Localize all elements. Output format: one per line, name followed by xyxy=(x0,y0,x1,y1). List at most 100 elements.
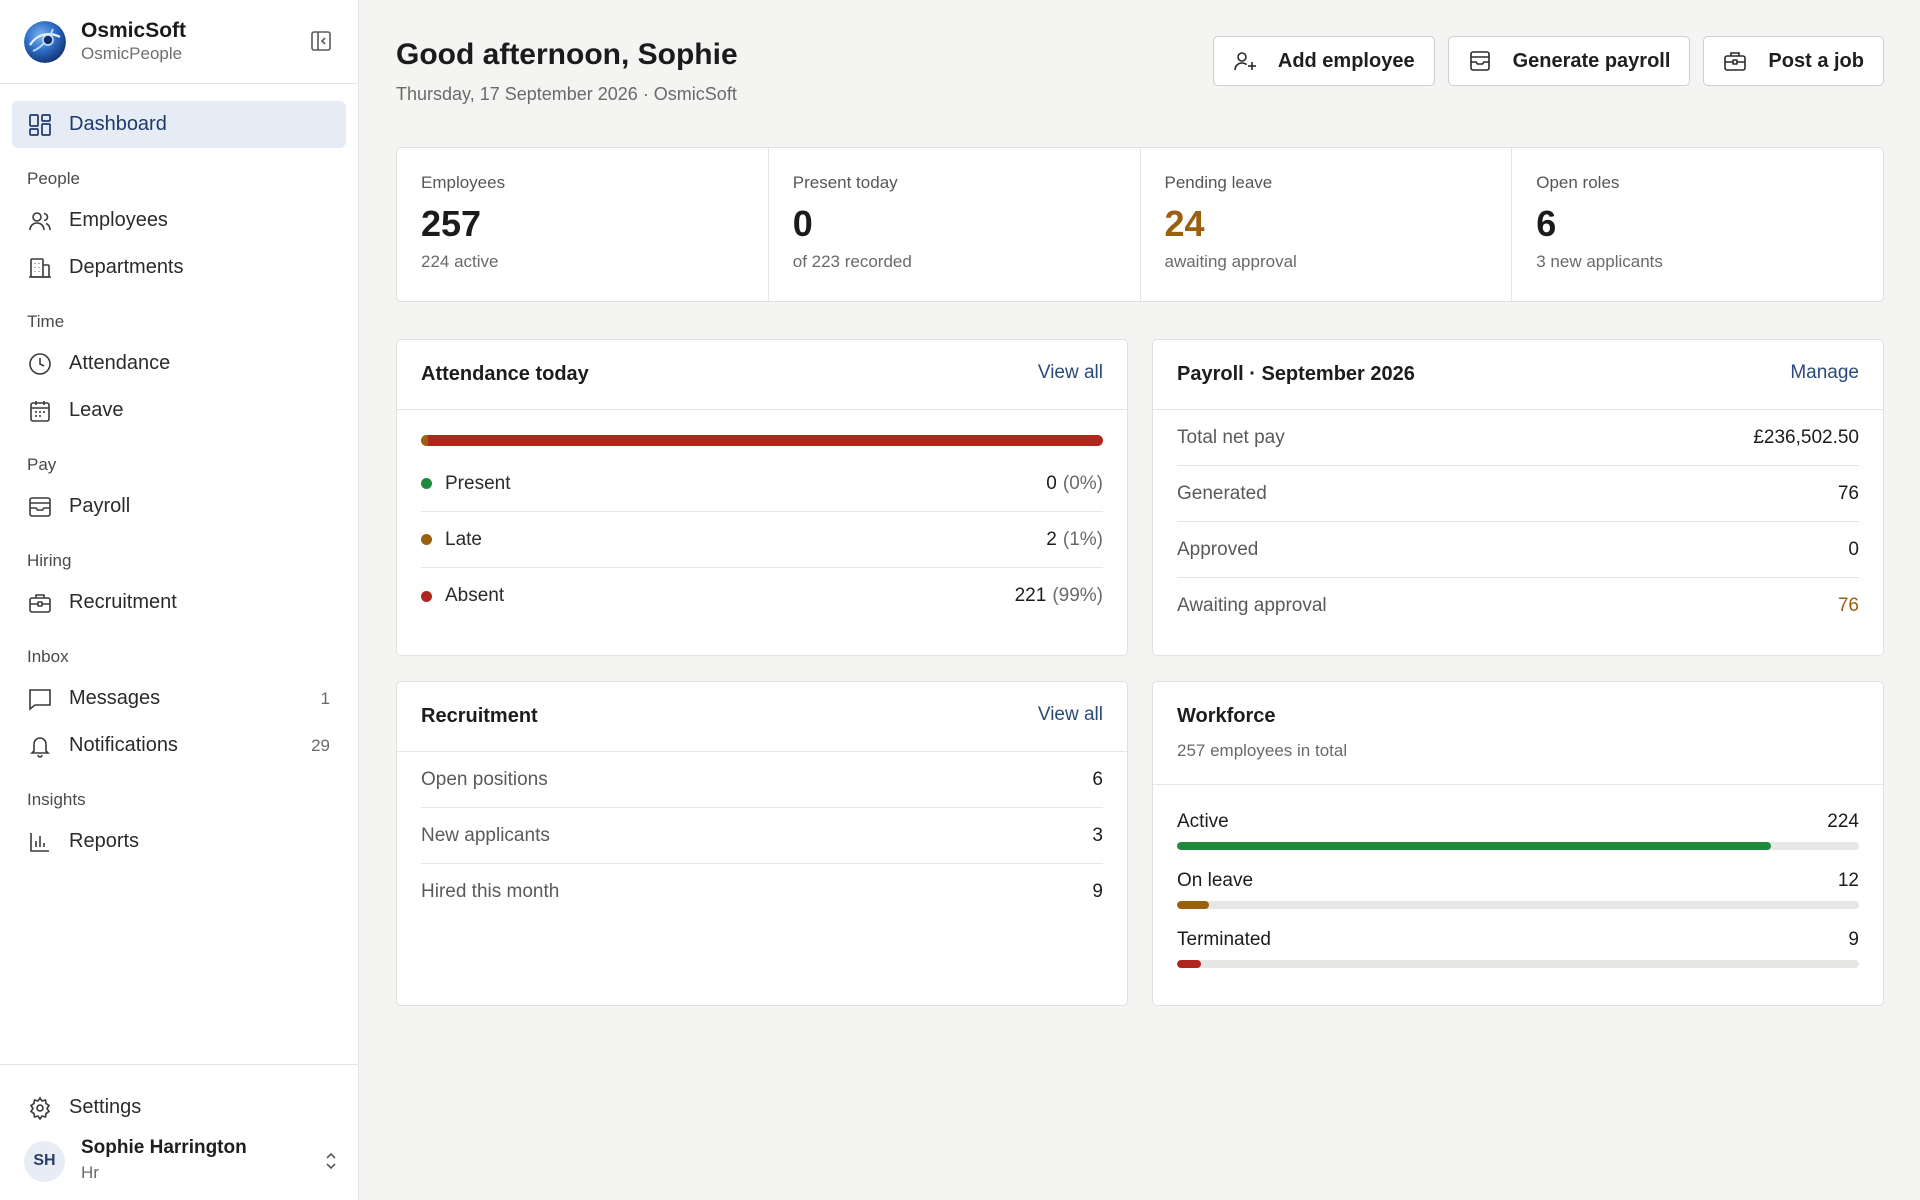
attendance-view-all-link[interactable]: View all xyxy=(1037,362,1103,383)
sidebar: OsmicSoft OsmicPeople Dashboard People xyxy=(0,0,359,1200)
row-label: Generated xyxy=(1177,482,1267,504)
workforce-item-terminated: Terminated 9 xyxy=(1177,929,1859,968)
nav-section-insights: Insights xyxy=(27,790,86,809)
payroll-row: Approved 0 xyxy=(1177,522,1859,578)
sidebar-collapse-button[interactable] xyxy=(308,28,334,54)
workforce-progress-active xyxy=(1177,842,1772,850)
post-job-label: Post a job xyxy=(1768,49,1864,72)
briefcase-icon xyxy=(27,590,53,616)
stat-employees: Employees 257 224 active xyxy=(397,148,769,301)
payroll-row: Total net pay £236,502.50 xyxy=(1177,410,1859,466)
briefcase-icon xyxy=(1722,48,1748,74)
sidebar-nav: Dashboard People Employees xyxy=(0,84,358,865)
row-value: 3 xyxy=(1092,824,1103,846)
sidebar-item-reports[interactable]: Reports xyxy=(12,818,346,865)
building-icon xyxy=(27,255,53,281)
sidebar-item-label: Dashboard xyxy=(69,113,167,135)
row-value: 76 xyxy=(1837,595,1859,616)
stat-sub: awaiting approval xyxy=(1164,252,1297,271)
stat-sub: of 223 recorded xyxy=(792,252,912,271)
gear-icon xyxy=(27,1095,53,1121)
sidebar-item-label: Departments xyxy=(69,256,184,278)
sidebar-item-employees[interactable]: Employees xyxy=(12,197,346,244)
sidebar-item-notifications[interactable]: Notifications 29 xyxy=(12,722,346,769)
user-name: Sophie Harrington xyxy=(81,1137,247,1158)
sidebar-item-settings[interactable]: Settings xyxy=(12,1084,347,1131)
workforce-progress-track xyxy=(1177,901,1859,909)
wallet-icon xyxy=(27,494,53,520)
stat-present-today: Present today 0 of 223 recorded xyxy=(769,148,1141,301)
user-plus-icon xyxy=(1232,48,1258,74)
attendance-card: Attendance today View all Present 0 (0%) xyxy=(396,339,1128,656)
stat-sub: 224 active xyxy=(421,252,499,271)
company-name: OsmicSoft xyxy=(81,19,187,42)
header-actions: Add employee Generate payroll Post a job xyxy=(1212,36,1884,86)
stat-value: 0 xyxy=(792,203,813,244)
messages-count: 1 xyxy=(320,688,330,708)
recruitment-view-all-link[interactable]: View all xyxy=(1037,704,1103,725)
row-value: 9 xyxy=(1092,881,1103,902)
present-dot-icon xyxy=(421,478,432,489)
user-role: Hr xyxy=(81,1163,99,1182)
sidebar-item-attendance[interactable]: Attendance xyxy=(12,340,346,387)
nav-section-time: Time xyxy=(27,312,65,331)
absent-dot-icon xyxy=(421,590,432,602)
stat-label: Pending leave xyxy=(1164,173,1273,192)
attendance-bar xyxy=(421,435,1103,446)
row-value: 6 xyxy=(1092,768,1103,790)
sidebar-item-label: Settings xyxy=(69,1096,142,1118)
post-job-button[interactable]: Post a job xyxy=(1703,36,1884,86)
legend-label: Present xyxy=(445,472,511,494)
payroll-row: Generated 76 xyxy=(1177,466,1859,522)
workforce-card: Workforce 257 employees in total Active … xyxy=(1152,681,1884,1006)
main-content: Good afternoon, Sophie Thursday, 17 Sept… xyxy=(396,0,1884,1200)
sidebar-item-dashboard[interactable]: Dashboard xyxy=(12,101,346,148)
legend-value: 221 xyxy=(1014,585,1047,606)
stat-open-roles: Open roles 6 3 new applicants xyxy=(1512,148,1883,301)
sidebar-item-leave[interactable]: Leave xyxy=(12,387,346,434)
generate-payroll-button[interactable]: Generate payroll xyxy=(1447,36,1691,86)
stat-sub: 3 new applicants xyxy=(1536,252,1663,271)
sidebar-item-label: Leave xyxy=(69,399,124,421)
row-label: New applicants xyxy=(421,824,550,846)
workforce-label: Terminated xyxy=(1177,929,1271,950)
payroll-manage-link[interactable]: Manage xyxy=(1790,362,1859,383)
sidebar-footer: Settings SH Sophie Harrington Hr xyxy=(0,1064,359,1200)
notifications-count: 29 xyxy=(311,735,330,755)
workforce-value: 9 xyxy=(1848,929,1859,950)
sidebar-collapse-icon xyxy=(311,31,331,51)
stat-value: 257 xyxy=(421,203,482,244)
payroll-row: Awaiting approval 76 xyxy=(1177,578,1859,634)
sidebar-item-label: Payroll xyxy=(69,495,131,517)
attendance-bar-absent xyxy=(427,435,1103,446)
legend-label: Absent xyxy=(445,585,505,606)
workforce-progress-on-leave xyxy=(1177,901,1209,909)
user-menu[interactable]: SH Sophie Harrington Hr xyxy=(24,1132,339,1190)
workforce-progress-track xyxy=(1177,842,1859,850)
legend-percent: (0%) xyxy=(1062,472,1103,494)
nav-section-people: People xyxy=(27,169,80,188)
generate-payroll-label: Generate payroll xyxy=(1512,49,1671,72)
stat-label: Open roles xyxy=(1536,173,1620,192)
row-label: Total net pay xyxy=(1177,426,1285,448)
sidebar-item-recruitment[interactable]: Recruitment xyxy=(12,579,346,626)
recruitment-card: Recruitment View all Open positions 6 Ne… xyxy=(396,681,1128,1006)
sidebar-item-departments[interactable]: Departments xyxy=(12,244,346,291)
stats-strip: Employees 257 224 active Present today 0… xyxy=(396,147,1884,302)
recruitment-row: Hired this month 9 xyxy=(421,864,1103,920)
add-employee-button[interactable]: Add employee xyxy=(1212,36,1435,86)
recruitment-row: Open positions 6 xyxy=(421,752,1103,808)
row-label: Open positions xyxy=(421,768,548,790)
sidebar-item-messages[interactable]: Messages 1 xyxy=(12,675,346,722)
bell-icon xyxy=(27,733,53,759)
sidebar-item-payroll[interactable]: Payroll xyxy=(12,483,346,530)
attendance-bar-late xyxy=(421,435,428,446)
legend-percent: (1%) xyxy=(1062,528,1103,550)
add-employee-label: Add employee xyxy=(1277,49,1415,72)
card-subtitle: 257 employees in total xyxy=(1177,741,1348,760)
nav-section-inbox: Inbox xyxy=(27,647,69,666)
recruitment-row: New applicants 3 xyxy=(421,808,1103,864)
page-title: Good afternoon, Sophie xyxy=(396,38,738,71)
stat-label: Employees xyxy=(421,173,506,192)
workforce-item-on-leave: On leave 12 xyxy=(1177,870,1859,909)
